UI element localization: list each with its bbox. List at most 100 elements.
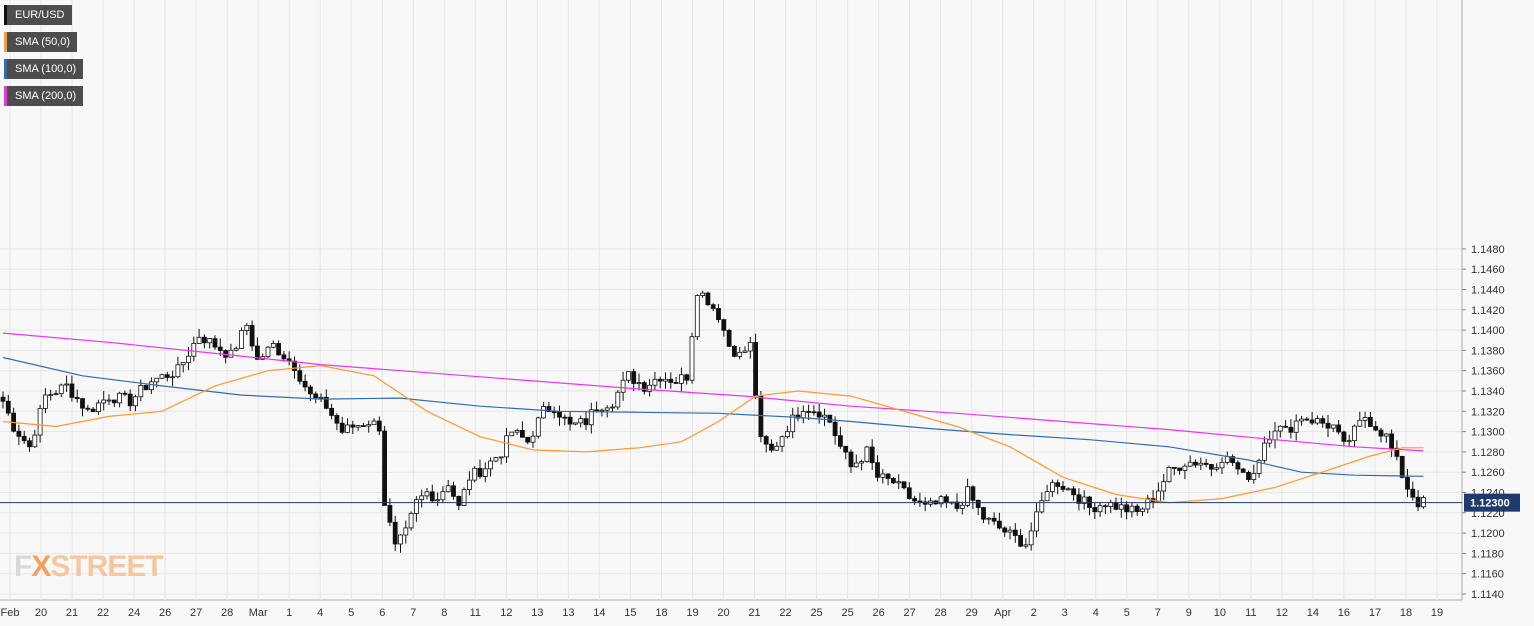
candle-body-up <box>959 504 965 509</box>
candle <box>885 473 891 486</box>
candle <box>159 373 165 380</box>
candle-body-up <box>461 489 467 506</box>
x-tick-label: 13 <box>562 607 574 619</box>
x-tick-label: 2 <box>1031 607 1037 619</box>
candle <box>1161 474 1167 500</box>
legend-item-sma-200[interactable]: SMA (200,0) <box>4 86 84 106</box>
candle <box>1336 420 1341 435</box>
y-tick-label: 1.1260 <box>1471 467 1505 479</box>
x-tick-label: 1 <box>286 607 292 619</box>
candle-body-up <box>244 324 250 331</box>
x-tick-label: 19 <box>1431 607 1443 619</box>
candlestick-series <box>0 290 1426 553</box>
candle-body-down <box>1103 505 1108 508</box>
candle <box>673 377 679 384</box>
candle <box>392 515 398 551</box>
x-tick-label: 29 <box>966 607 978 619</box>
candle-body-down <box>944 496 949 504</box>
candle-body-down <box>975 499 981 508</box>
candle <box>816 404 822 424</box>
candle-body-up <box>610 406 615 409</box>
x-tick-label: 14 <box>593 607 605 619</box>
x-tick-label: 18 <box>1400 607 1412 619</box>
candle-body-down <box>970 486 976 501</box>
candle-body-down <box>1336 424 1341 433</box>
candle-body-up <box>864 446 870 463</box>
candle <box>1134 503 1140 516</box>
legend-label: SMA (50,0) <box>15 36 71 48</box>
candle <box>1224 451 1230 465</box>
candle-body-down <box>806 411 811 413</box>
candle-body-down <box>85 407 91 410</box>
candle-body-up <box>965 486 970 506</box>
candle <box>32 429 38 448</box>
candle-body-up <box>498 456 504 459</box>
candle <box>1230 454 1235 466</box>
candle <box>1219 457 1225 474</box>
candle <box>641 380 647 395</box>
candle <box>1198 457 1204 471</box>
candle <box>700 290 705 298</box>
candle <box>1277 425 1283 438</box>
candle-body-down <box>392 521 398 545</box>
candle <box>737 346 743 360</box>
legend: EUR/USD SMA (50,0) SMA (100,0) SMA (200,… <box>4 5 84 113</box>
y-tick-label: 1.1480 <box>1471 244 1505 256</box>
candle-body-up <box>663 378 668 382</box>
candle <box>122 390 128 397</box>
y-tick-label: 1.1180 <box>1471 548 1504 560</box>
legend-item-eurusd[interactable]: EUR/USD <box>4 5 72 25</box>
candle-body-down <box>795 414 801 419</box>
candle <box>790 407 796 439</box>
sma-100-line <box>2 356 1424 477</box>
candle-body-up <box>159 374 165 379</box>
candle-body-down <box>891 478 896 484</box>
candle-body-up <box>880 473 886 478</box>
candle <box>371 418 377 426</box>
candle-body-up <box>345 424 350 433</box>
candle <box>74 389 80 403</box>
x-tick-label: 17 <box>1369 607 1381 619</box>
candle-body-up <box>101 399 107 404</box>
candle-body-up <box>32 434 38 448</box>
candle-body-up <box>1097 505 1103 513</box>
y-tick-label: 1.1320 <box>1471 406 1505 418</box>
candle <box>302 374 308 392</box>
candle-body-up <box>1299 418 1304 422</box>
candle <box>1394 440 1400 461</box>
candle <box>1002 526 1008 537</box>
candle <box>1097 501 1103 517</box>
candle-body-up <box>1262 442 1267 461</box>
candle <box>21 430 27 444</box>
candle-body-down <box>201 336 207 344</box>
candle <box>429 484 435 503</box>
y-tick-label: 1.1400 <box>1471 325 1505 337</box>
candle-body-up <box>986 517 992 520</box>
legend-item-sma-100[interactable]: SMA (100,0) <box>4 59 84 79</box>
candle <box>1076 488 1082 511</box>
candle <box>85 405 91 412</box>
candle <box>64 375 69 392</box>
candle <box>1330 424 1336 432</box>
candle-body-down <box>1405 477 1410 490</box>
candle-body-up <box>785 431 790 438</box>
legend-item-sma-50[interactable]: SMA (50,0) <box>4 32 78 52</box>
candle <box>80 397 85 417</box>
candle <box>254 337 260 361</box>
candle <box>970 485 976 510</box>
candle <box>1203 458 1209 468</box>
candle <box>520 421 525 438</box>
candle <box>1246 470 1251 483</box>
candle-body-down <box>769 443 774 451</box>
candle-body-up <box>1315 418 1320 424</box>
candle <box>1288 419 1294 439</box>
candle-body-down <box>1203 462 1209 465</box>
candle <box>652 371 658 391</box>
candle <box>1060 481 1066 493</box>
candle-body-down <box>1378 429 1384 437</box>
candle-body-up <box>938 496 944 505</box>
candle <box>694 294 700 341</box>
candle <box>1065 487 1071 491</box>
candle-body-up <box>398 534 403 545</box>
candle-body-up <box>578 418 584 424</box>
